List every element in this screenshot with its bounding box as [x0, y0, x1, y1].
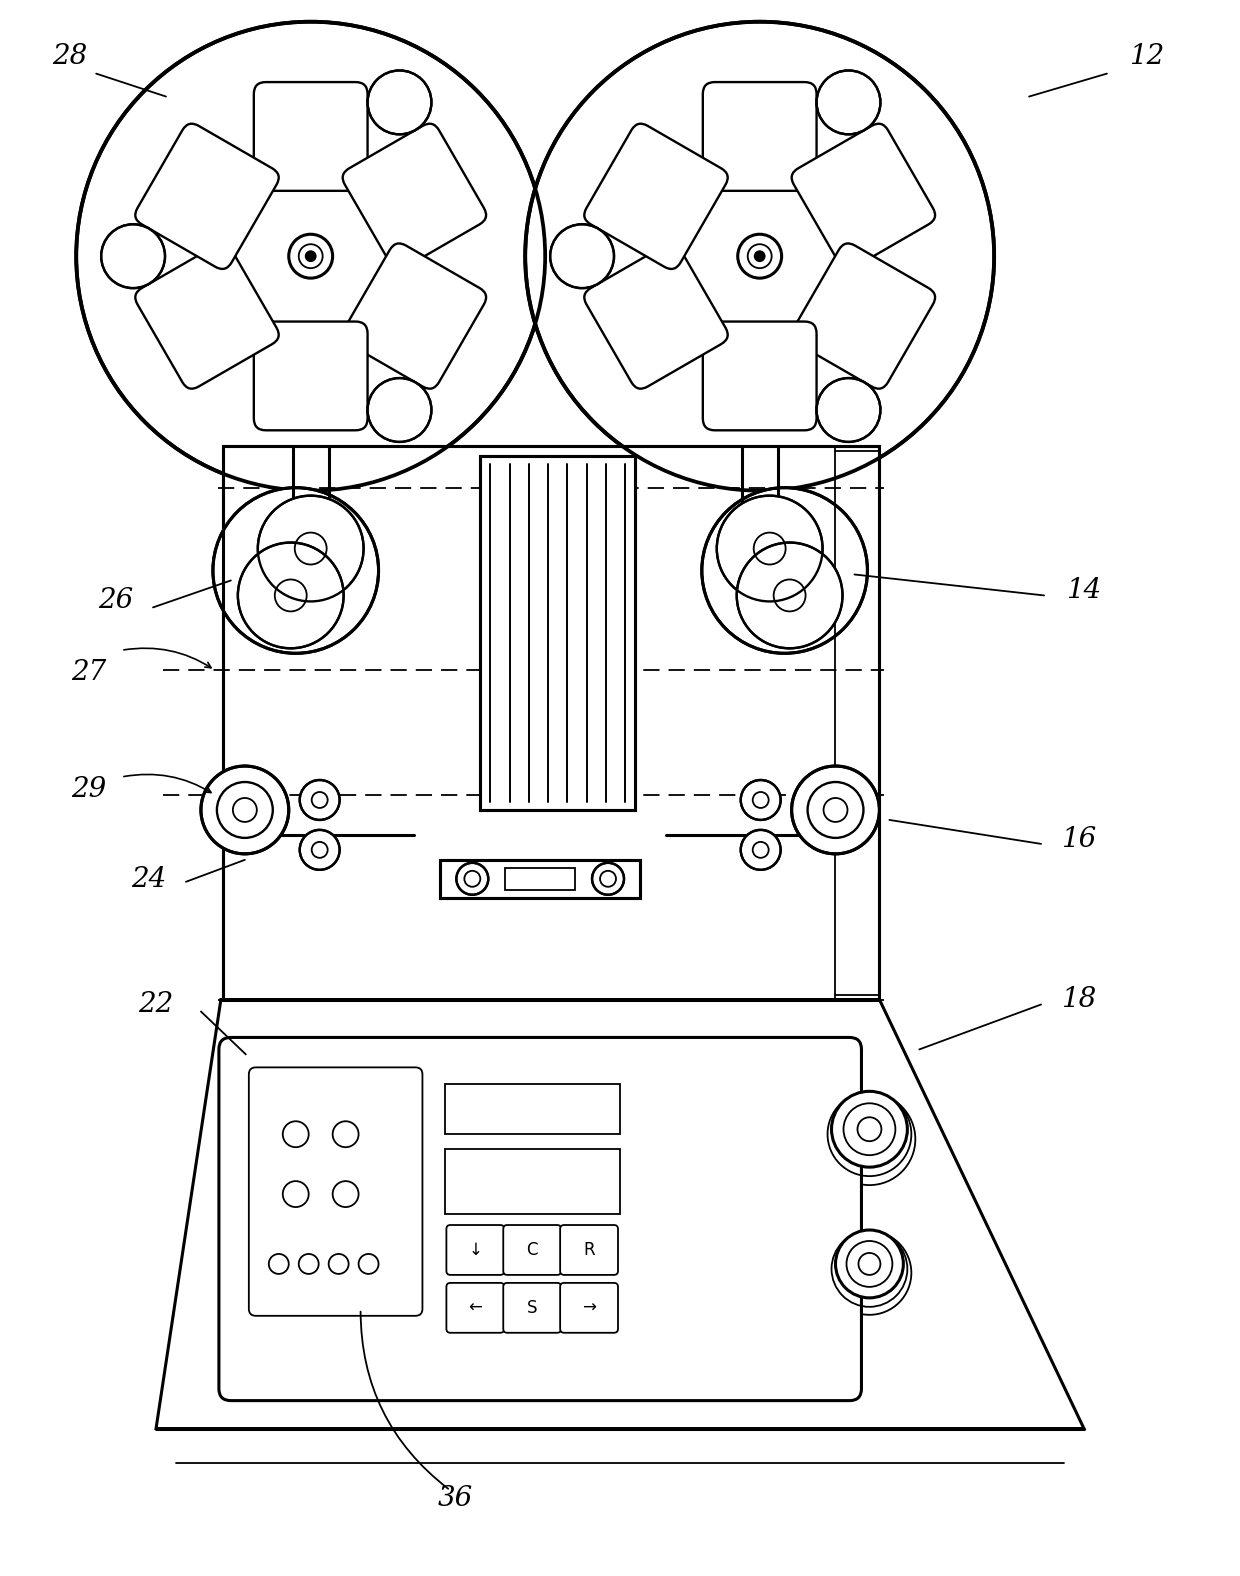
FancyBboxPatch shape [342, 123, 486, 269]
Circle shape [702, 487, 868, 654]
Bar [480, 455, 635, 810]
Bar [440, 860, 640, 898]
Circle shape [717, 496, 822, 602]
FancyBboxPatch shape [219, 1037, 862, 1401]
Text: C: C [527, 1240, 538, 1259]
Circle shape [300, 780, 340, 820]
FancyBboxPatch shape [135, 123, 279, 269]
Circle shape [740, 780, 781, 820]
Text: 36: 36 [438, 1485, 472, 1511]
Circle shape [737, 542, 842, 648]
FancyBboxPatch shape [135, 243, 279, 389]
FancyBboxPatch shape [560, 1225, 618, 1275]
FancyBboxPatch shape [791, 123, 935, 269]
Text: 22: 22 [139, 991, 174, 1018]
FancyBboxPatch shape [446, 1225, 505, 1275]
Text: 16: 16 [1061, 826, 1096, 853]
FancyBboxPatch shape [503, 1225, 562, 1275]
FancyBboxPatch shape [703, 322, 817, 430]
Circle shape [213, 487, 378, 654]
Circle shape [76, 22, 546, 490]
Text: 27: 27 [72, 659, 107, 686]
Circle shape [755, 251, 765, 262]
Polygon shape [725, 525, 794, 555]
Text: →: → [582, 1299, 596, 1318]
Text: S: S [527, 1299, 537, 1318]
FancyBboxPatch shape [584, 123, 728, 269]
Bar [445, 1149, 620, 1214]
FancyBboxPatch shape [254, 322, 367, 430]
Circle shape [367, 378, 432, 441]
Circle shape [306, 251, 316, 262]
Circle shape [456, 862, 489, 895]
Bar [223, 446, 879, 999]
Polygon shape [156, 999, 1084, 1428]
Polygon shape [277, 525, 345, 555]
Circle shape [526, 22, 994, 490]
Circle shape [102, 224, 165, 288]
Circle shape [817, 71, 880, 134]
Circle shape [836, 1229, 904, 1299]
Bar [505, 868, 575, 890]
Circle shape [300, 831, 340, 870]
Text: 29: 29 [72, 777, 107, 804]
Circle shape [791, 766, 879, 854]
Circle shape [551, 224, 614, 288]
Circle shape [591, 862, 624, 895]
Text: 28: 28 [52, 43, 87, 71]
FancyBboxPatch shape [249, 1067, 423, 1316]
Circle shape [367, 71, 432, 134]
FancyBboxPatch shape [560, 1283, 618, 1333]
Text: 26: 26 [98, 586, 134, 615]
FancyBboxPatch shape [254, 82, 367, 191]
Text: 12: 12 [1130, 43, 1164, 71]
Circle shape [817, 378, 880, 441]
Circle shape [201, 766, 289, 854]
Bar [480, 455, 635, 810]
Circle shape [832, 1091, 908, 1168]
FancyBboxPatch shape [703, 82, 817, 191]
Text: 24: 24 [131, 867, 166, 894]
Text: R: R [583, 1240, 595, 1259]
Text: 14: 14 [1066, 577, 1101, 604]
Text: ↓: ↓ [469, 1240, 482, 1259]
Circle shape [258, 496, 363, 602]
Circle shape [238, 542, 343, 648]
Bar [440, 860, 640, 898]
Text: ←: ← [469, 1299, 482, 1318]
FancyBboxPatch shape [503, 1283, 562, 1333]
FancyBboxPatch shape [342, 243, 486, 389]
FancyBboxPatch shape [584, 243, 728, 389]
Bar [445, 1084, 620, 1135]
FancyBboxPatch shape [446, 1283, 505, 1333]
FancyBboxPatch shape [791, 243, 935, 389]
Text: 18: 18 [1061, 987, 1096, 1013]
Bar [223, 446, 879, 999]
Circle shape [740, 831, 781, 870]
